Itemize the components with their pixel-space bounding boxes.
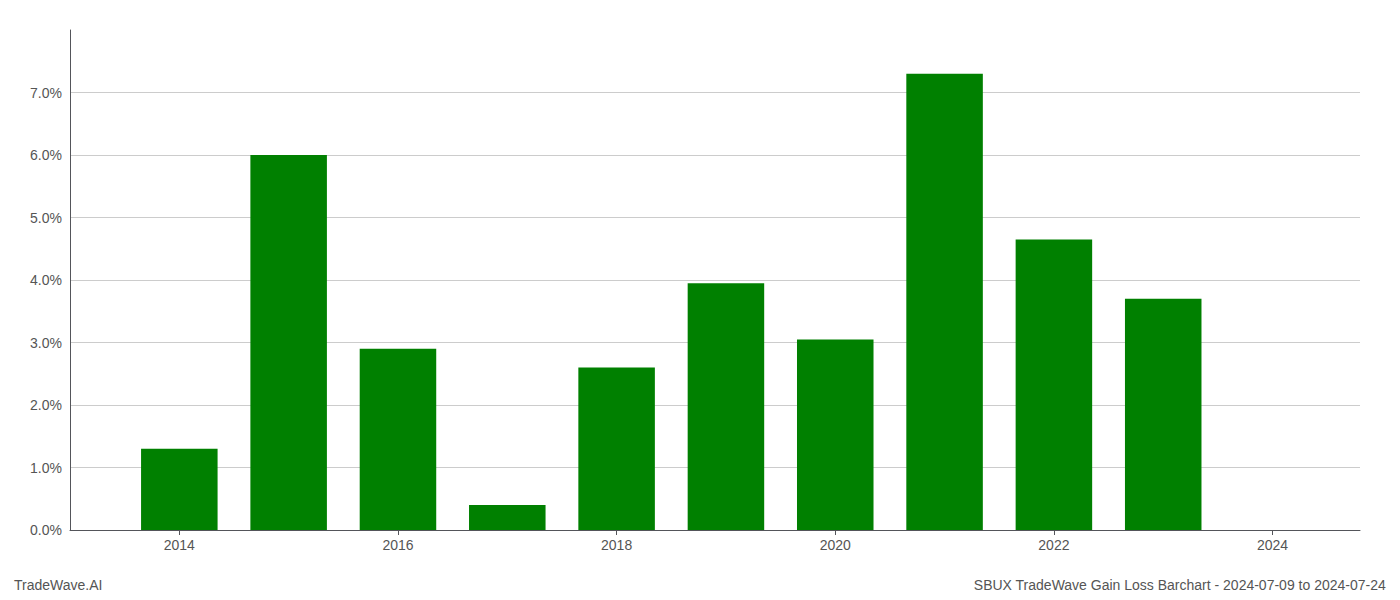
svg-text:7.0%: 7.0% [30,85,62,101]
svg-text:2020: 2020 [820,537,851,553]
svg-text:2016: 2016 [382,537,413,553]
svg-text:4.0%: 4.0% [30,272,62,288]
svg-text:2022: 2022 [1038,537,1069,553]
svg-text:6.0%: 6.0% [30,147,62,163]
svg-text:5.0%: 5.0% [30,210,62,226]
svg-text:SBUX TradeWave Gain Loss Barch: SBUX TradeWave Gain Loss Barchart - 2024… [974,577,1386,593]
svg-text:2018: 2018 [601,537,632,553]
svg-text:1.0%: 1.0% [30,460,62,476]
svg-text:2014: 2014 [164,537,195,553]
svg-text:3.0%: 3.0% [30,335,62,351]
svg-text:0.0%: 0.0% [30,522,62,538]
svg-text:2024: 2024 [1257,537,1288,553]
svg-text:2.0%: 2.0% [30,397,62,413]
svg-text:TradeWave.AI: TradeWave.AI [14,577,102,593]
